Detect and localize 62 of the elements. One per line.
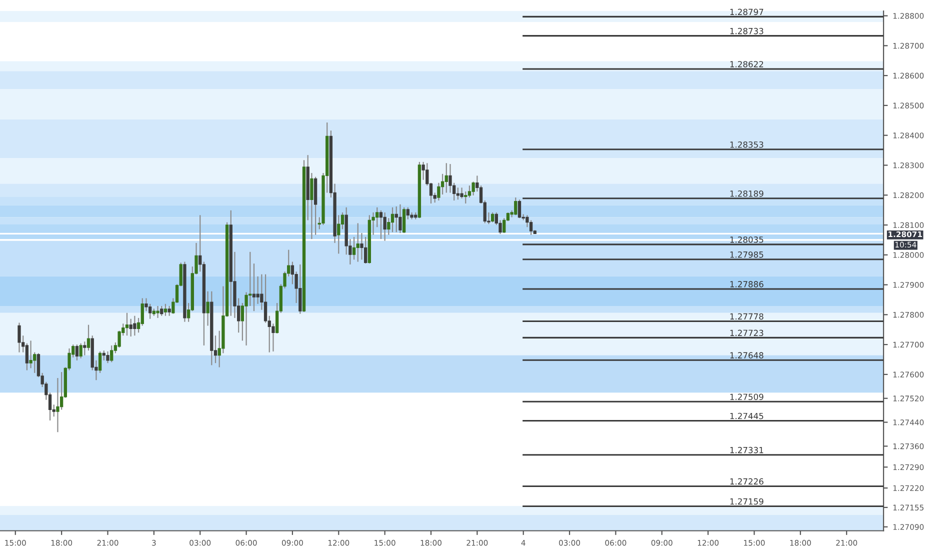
candlestick <box>394 206 398 233</box>
candlestick <box>402 206 406 234</box>
candlestick <box>156 305 160 319</box>
candlestick <box>518 199 522 219</box>
candlestick <box>79 342 82 359</box>
candlestick <box>164 303 168 316</box>
candlestick <box>168 305 171 316</box>
candlestick <box>406 206 410 220</box>
series-label: 1.28035 <box>730 236 764 243</box>
candlestick <box>298 264 302 314</box>
candlestick <box>444 162 448 194</box>
series-label: 1.27648 <box>730 352 764 358</box>
series-label: 1.27159 <box>730 498 764 505</box>
candlestick <box>364 236 368 264</box>
candlestick <box>440 173 444 196</box>
candlestick <box>125 312 129 336</box>
candlestick <box>383 212 386 242</box>
candlestick <box>387 218 390 236</box>
candlestick <box>160 305 164 316</box>
candlestick <box>133 315 136 336</box>
series-label: 1.27226 <box>730 478 764 485</box>
series-label: 1.28622 <box>730 61 764 68</box>
candlestick <box>256 276 260 304</box>
candlestick <box>468 184 472 198</box>
candlestick <box>252 262 256 312</box>
candlestick <box>102 350 106 361</box>
series-label: 1.27445 <box>730 412 764 420</box>
candlestick <box>18 322 21 353</box>
candlestick <box>75 344 79 361</box>
candlestick <box>110 344 114 363</box>
series-label: 1.27331 <box>730 446 764 454</box>
series-label: 1.27723 <box>730 330 764 336</box>
candlestick <box>390 206 394 233</box>
candlestick <box>140 298 144 326</box>
candlestick <box>25 342 29 371</box>
candlestick <box>456 187 460 200</box>
candlestick <box>337 214 340 254</box>
candlestick <box>490 212 494 223</box>
series-label: 1.28797 <box>730 8 764 16</box>
candlestick <box>360 232 364 260</box>
candlestick <box>264 274 268 324</box>
candlestick <box>464 190 468 204</box>
candlestick <box>290 261 294 285</box>
series-label: 1.28353 <box>730 141 764 148</box>
candlestick <box>398 204 402 234</box>
candlestick <box>514 196 518 216</box>
candlestick <box>29 340 32 369</box>
candlestick <box>83 341 86 356</box>
series-label: 1.27886 <box>730 281 764 288</box>
candlestick <box>86 324 90 352</box>
series-label: 1.28733 <box>730 28 764 34</box>
candlestick <box>106 350 110 364</box>
series-label: 1.27509 <box>730 394 764 400</box>
candlestick <box>129 318 132 338</box>
candlestick <box>379 210 383 240</box>
candlestick <box>206 290 210 326</box>
series-label: 1.27778 <box>730 313 764 320</box>
candlestick <box>310 172 314 240</box>
series-label: 1.27985 <box>730 251 764 258</box>
candlestick <box>352 236 356 260</box>
series-label: 1.28189 <box>730 190 764 197</box>
candlestick <box>356 222 360 262</box>
